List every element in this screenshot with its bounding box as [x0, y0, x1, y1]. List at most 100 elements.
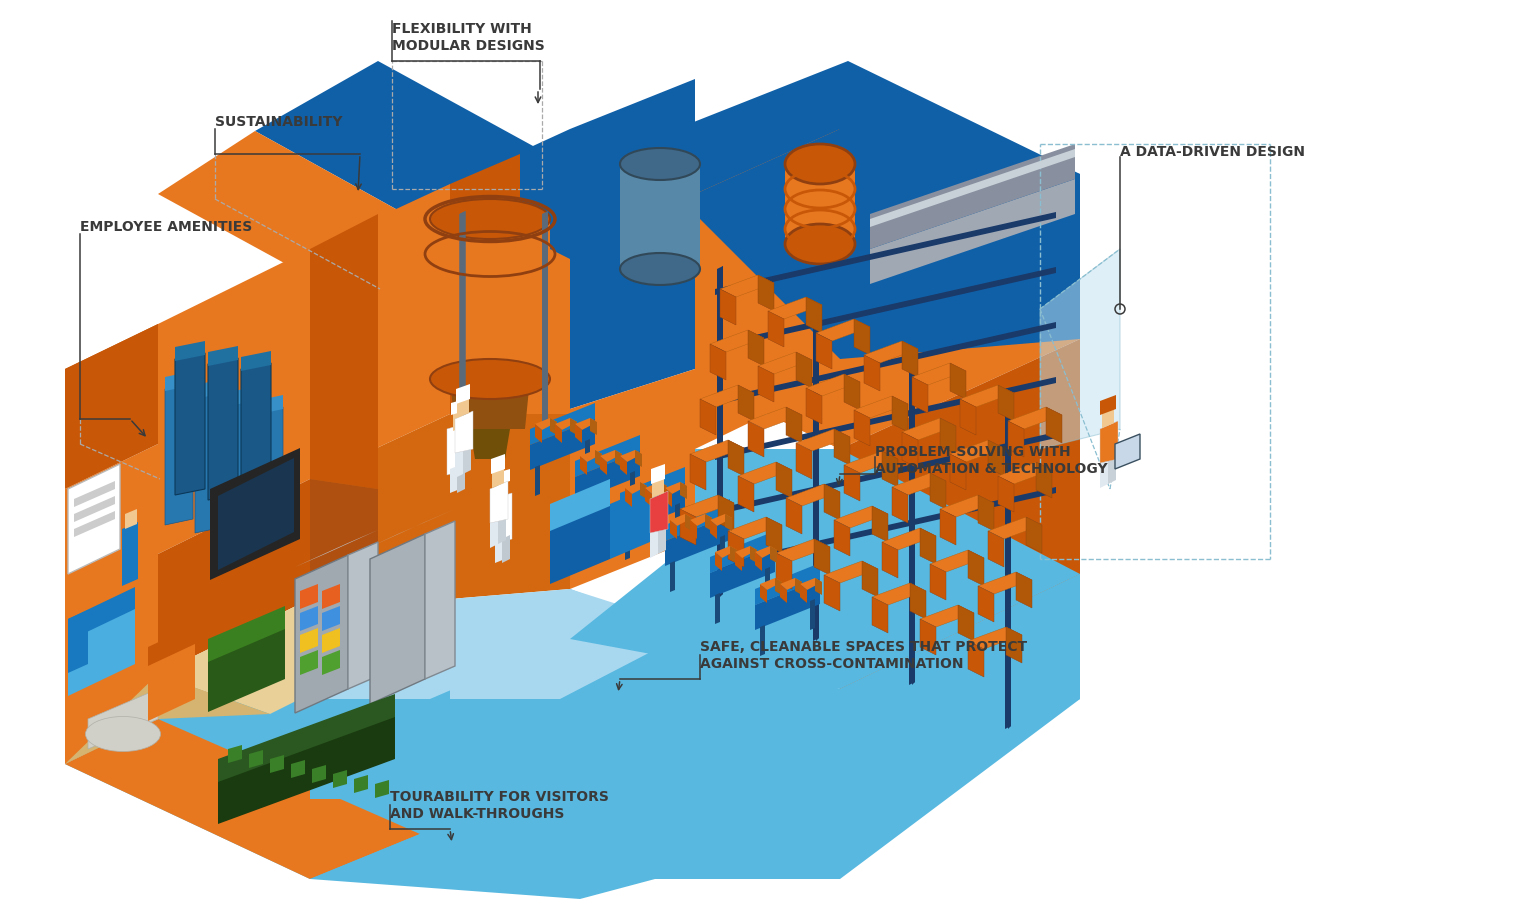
Polygon shape: [595, 450, 603, 468]
Polygon shape: [570, 369, 695, 589]
Polygon shape: [749, 331, 764, 367]
Polygon shape: [670, 515, 692, 527]
Polygon shape: [639, 482, 647, 499]
Polygon shape: [148, 625, 195, 666]
Polygon shape: [570, 418, 576, 436]
Polygon shape: [175, 354, 204, 495]
Polygon shape: [630, 471, 635, 503]
Polygon shape: [456, 384, 470, 404]
Polygon shape: [902, 433, 918, 469]
Polygon shape: [715, 323, 1056, 405]
Polygon shape: [158, 250, 310, 554]
Polygon shape: [1008, 399, 1011, 729]
Polygon shape: [824, 575, 841, 611]
Polygon shape: [835, 520, 850, 556]
Polygon shape: [679, 495, 735, 517]
Polygon shape: [158, 480, 310, 675]
Polygon shape: [241, 364, 271, 505]
Ellipse shape: [86, 717, 160, 752]
Polygon shape: [1007, 628, 1022, 664]
Polygon shape: [375, 780, 389, 798]
Polygon shape: [810, 599, 815, 630]
Polygon shape: [824, 562, 878, 584]
Polygon shape: [670, 520, 676, 539]
Polygon shape: [870, 150, 1074, 228]
Ellipse shape: [619, 254, 699, 286]
Polygon shape: [941, 418, 956, 455]
Polygon shape: [321, 629, 340, 653]
Polygon shape: [543, 211, 549, 439]
Polygon shape: [908, 355, 915, 686]
Polygon shape: [902, 418, 956, 440]
Polygon shape: [207, 358, 238, 501]
Polygon shape: [770, 547, 778, 563]
Polygon shape: [715, 433, 1056, 516]
Polygon shape: [1027, 517, 1042, 553]
Polygon shape: [659, 482, 667, 499]
Polygon shape: [255, 407, 283, 550]
Polygon shape: [710, 515, 732, 527]
Polygon shape: [710, 331, 764, 353]
Polygon shape: [775, 578, 782, 596]
Polygon shape: [815, 539, 830, 575]
Polygon shape: [891, 487, 908, 524]
Polygon shape: [550, 418, 556, 436]
Polygon shape: [1102, 404, 1114, 428]
Polygon shape: [666, 499, 730, 541]
Polygon shape: [710, 520, 716, 539]
Polygon shape: [695, 130, 1081, 359]
Polygon shape: [255, 62, 575, 240]
Polygon shape: [550, 505, 610, 584]
Polygon shape: [1100, 458, 1108, 489]
Polygon shape: [599, 450, 622, 462]
Polygon shape: [785, 484, 841, 506]
Polygon shape: [729, 440, 744, 476]
Polygon shape: [941, 495, 994, 517]
Ellipse shape: [619, 149, 699, 181]
Polygon shape: [759, 578, 782, 590]
Polygon shape: [998, 462, 1051, 484]
Polygon shape: [1005, 399, 1011, 729]
Polygon shape: [870, 145, 1074, 250]
Text: SAFE, CLEANABLE SPACES THAT PROTECT
AGAINST CROSS-CONTAMINATION: SAFE, CLEANABLE SPACES THAT PROTECT AGAI…: [699, 640, 1027, 671]
Polygon shape: [835, 429, 850, 466]
Polygon shape: [498, 478, 509, 502]
Polygon shape: [978, 495, 994, 531]
Polygon shape: [271, 755, 284, 773]
Polygon shape: [310, 834, 730, 899]
Polygon shape: [779, 584, 787, 604]
Polygon shape: [579, 497, 586, 528]
Polygon shape: [844, 375, 861, 411]
Polygon shape: [799, 578, 822, 590]
Polygon shape: [749, 407, 802, 429]
Polygon shape: [619, 165, 699, 269]
Polygon shape: [1008, 407, 1062, 429]
Polygon shape: [844, 466, 861, 502]
Polygon shape: [498, 514, 506, 544]
Polygon shape: [758, 276, 775, 312]
Polygon shape: [450, 589, 695, 699]
Polygon shape: [699, 400, 716, 436]
Polygon shape: [882, 528, 936, 550]
Polygon shape: [864, 356, 881, 391]
Polygon shape: [650, 528, 658, 559]
Polygon shape: [575, 436, 639, 478]
Polygon shape: [776, 539, 830, 562]
Polygon shape: [652, 474, 664, 498]
Polygon shape: [1100, 395, 1116, 415]
Polygon shape: [950, 455, 965, 491]
Text: SUSTAINABILITY: SUSTAINABILITY: [215, 115, 343, 129]
Polygon shape: [816, 334, 832, 369]
Polygon shape: [74, 512, 115, 538]
Polygon shape: [855, 411, 870, 447]
Polygon shape: [1047, 407, 1062, 444]
Polygon shape: [626, 482, 647, 494]
Polygon shape: [555, 425, 563, 444]
Polygon shape: [65, 675, 271, 765]
Polygon shape: [725, 515, 732, 531]
Polygon shape: [710, 548, 775, 598]
Polygon shape: [430, 220, 550, 380]
Polygon shape: [718, 495, 735, 531]
Polygon shape: [321, 651, 340, 675]
Polygon shape: [968, 628, 1022, 650]
